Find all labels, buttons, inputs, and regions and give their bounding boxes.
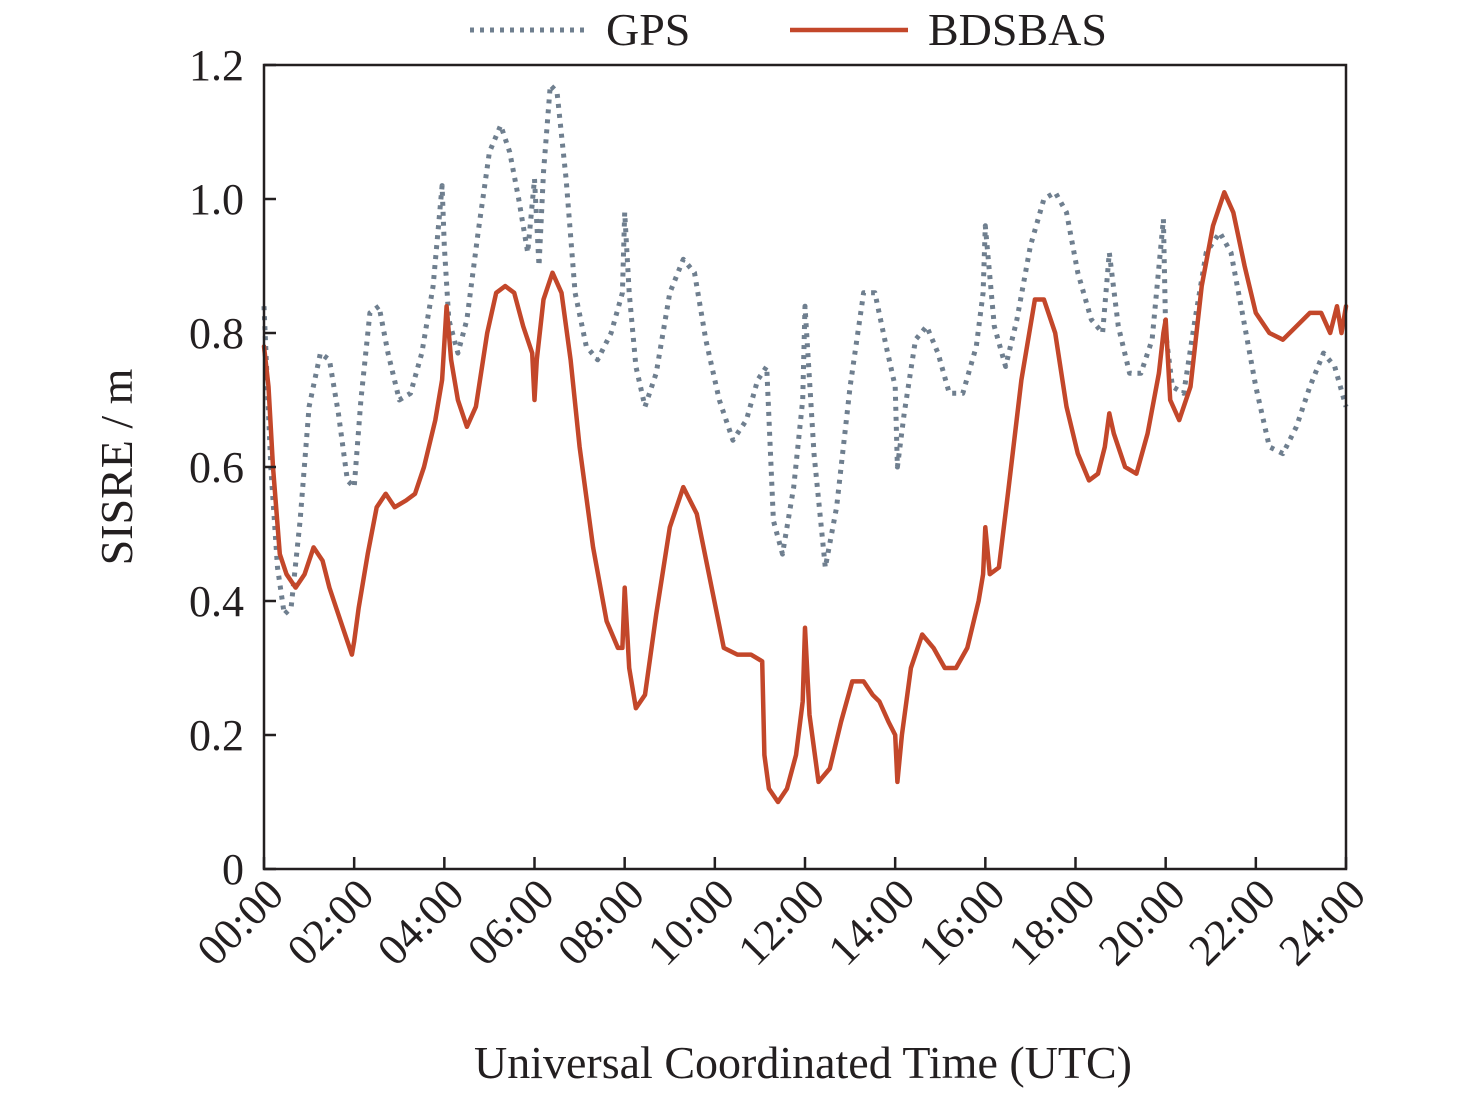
y-tick-label: 1.0 <box>189 175 244 224</box>
x-tick-label: 04:00 <box>368 869 474 975</box>
x-tick-label: 16:00 <box>909 869 1015 975</box>
x-tick-label: 08:00 <box>548 869 654 975</box>
legend-label-gps: GPS <box>606 4 690 55</box>
y-axis-title: SISRE / m <box>91 368 142 565</box>
y-tick-label: 0.8 <box>189 309 244 358</box>
y-tick-label: 0.2 <box>189 711 244 760</box>
x-tick-label: 22:00 <box>1179 869 1285 975</box>
series-layer <box>261 82 1349 805</box>
x-tick-label: 14:00 <box>819 869 925 975</box>
series-line-gps <box>261 82 1349 617</box>
x-tick-label: 18:00 <box>999 869 1105 975</box>
y-tick-label: 0 <box>222 845 244 894</box>
x-tick-label: 10:00 <box>638 869 744 975</box>
y-tick-label: 0.6 <box>189 443 244 492</box>
x-tick-label: 06:00 <box>458 869 564 975</box>
x-axis-title: Universal Coordinated Time (UTC) <box>474 1037 1132 1088</box>
x-tick-label: 12:00 <box>729 869 835 975</box>
y-axis: 0 0.2 0.4 0.6 0.8 1.0 1.2 <box>189 41 276 894</box>
legend-label-bdsbas: BDSBAS <box>928 4 1107 55</box>
y-tick-label: 0.4 <box>189 577 244 626</box>
x-tick-label: 02:00 <box>278 869 384 975</box>
x-axis: 00:0002:0004:0006:0008:0010:0012:0014:00… <box>188 857 1376 975</box>
series-line-bdsbas <box>261 190 1349 805</box>
x-tick-label: 24:00 <box>1270 869 1376 975</box>
y-tick-label: 1.2 <box>189 41 244 90</box>
x-tick-label: 20:00 <box>1089 869 1195 975</box>
legend: GPS BDSBAS <box>470 4 1107 55</box>
